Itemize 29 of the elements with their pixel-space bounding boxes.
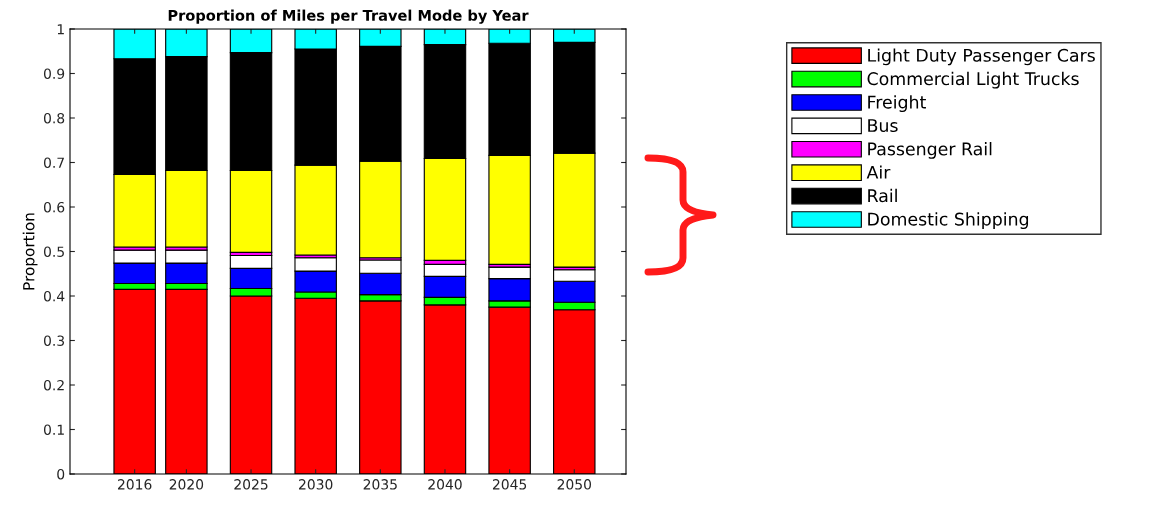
x-tick-label: 2025 — [234, 479, 268, 490]
y-tick-label: 0 — [57, 468, 65, 480]
y-tick-label: 0.4 — [43, 290, 65, 302]
x-tick-label: 2020 — [169, 479, 204, 490]
x-tick-label: 2045 — [492, 479, 527, 490]
y-tick-label: 1 — [57, 24, 64, 35]
x-tick-label: 2016 — [118, 479, 152, 490]
y-tick-label: 0.3 — [43, 335, 65, 346]
y-tick-label: 0.7 — [43, 157, 64, 168]
legend-label: Commercial Light Trucks — [867, 71, 1079, 89]
legend-label: Rail — [868, 188, 897, 203]
chart-title: Proportion of Miles per Travel Mode by Year — [168, 9, 529, 24]
y-tick-label: 0.5 — [43, 246, 64, 257]
legend-label: Light Duty Passenger Cars — [868, 48, 1095, 66]
legend-label: Passenger Rail — [868, 142, 992, 159]
y-axis-title: Proportion — [22, 213, 38, 290]
x-tick-label: 2035 — [363, 479, 397, 490]
y-tick-label: 0.1 — [43, 424, 64, 435]
legend-label: Freight — [868, 95, 926, 113]
y-tick-label: 0.8 — [43, 112, 65, 124]
y-tick-label: 0.6 — [43, 201, 65, 213]
y-tick-label: 0.9 — [43, 68, 65, 79]
x-tick-label: 2050 — [557, 479, 592, 490]
legend-label: Domestic Shipping — [868, 212, 1029, 230]
y-tick-label: 0.2 — [43, 379, 64, 391]
x-tick-label: 2030 — [299, 479, 333, 490]
legend-label: Air — [866, 165, 891, 179]
x-tick-label: 2040 — [428, 479, 462, 490]
legend-label: Bus — [868, 119, 898, 133]
